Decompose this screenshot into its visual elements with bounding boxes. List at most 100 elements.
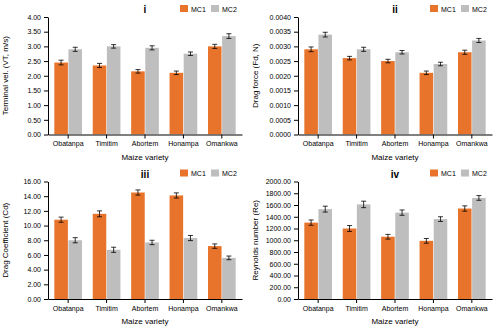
legend-swatch (461, 5, 469, 12)
tick-label: 0.0020 (270, 72, 292, 79)
y-tick: 1400.00 (266, 213, 298, 220)
error-bar (462, 50, 467, 54)
error-bar (400, 50, 405, 54)
y-tick: 1600.00 (266, 202, 298, 209)
bar (208, 46, 222, 134)
error-bar (323, 206, 328, 212)
bar (304, 223, 318, 299)
y-tick: 1.50 (27, 87, 48, 94)
panel: 0.00000.00050.00100.00150.00200.00250.00… (251, 4, 493, 162)
bar (145, 48, 159, 135)
legend-swatch (430, 5, 438, 12)
tick-label: 4.00 (27, 266, 41, 273)
legend-item: MC2 (461, 5, 487, 13)
tick-mark (44, 255, 48, 256)
panel: 0.00200.00400.00600.00800.001000.001200.… (251, 169, 493, 327)
y-tick: 1800.00 (266, 190, 298, 197)
bar (381, 61, 395, 134)
x-tick: Honampa (418, 135, 448, 149)
error-bar (462, 206, 467, 211)
tick-mark (44, 270, 48, 271)
error-bar (97, 211, 102, 217)
tick-label: 4.00 (27, 14, 41, 21)
tick-label: 0.00 (27, 296, 41, 303)
y-tick: 1200.00 (266, 225, 298, 232)
panel-title: ii (392, 4, 398, 15)
x-tick: Honampa (168, 135, 198, 149)
x-axis: ObatanpaTimitimAbortemHonampaOmankwa (299, 135, 493, 149)
tick-mark (44, 90, 48, 91)
tick-mark (44, 17, 48, 18)
tick-mark (44, 226, 48, 227)
tick-mark (294, 276, 298, 277)
tick-label: Obatanpa (53, 140, 84, 148)
y-tick: 0.0015 (270, 87, 298, 94)
panel: 0.000.501.001.502.002.503.003.504.00Obat… (1, 4, 243, 162)
tick-mark (294, 182, 298, 183)
x-tick: Obatanpa (303, 299, 334, 313)
x-tick: Obatanpa (303, 135, 334, 149)
tick-mark (433, 299, 434, 303)
legend-label: MC2 (222, 6, 237, 13)
tick-label: Abortem (132, 305, 159, 312)
tick-label: 1600.00 (266, 202, 291, 209)
tick-label: 0.0015 (270, 87, 292, 94)
tick-label: 0.00 (27, 131, 41, 138)
axis-line (48, 182, 49, 300)
tick-mark (294, 46, 298, 47)
error-bar (323, 32, 328, 37)
y-tick: 0.0030 (270, 43, 298, 50)
x-tick: Abortem (382, 135, 409, 148)
y-axis-title: Drag force (Fd, N) (251, 43, 260, 108)
error-bar (424, 71, 429, 75)
y-tick: 4.00 (27, 14, 48, 21)
tick-mark (356, 135, 357, 139)
bar (395, 213, 409, 299)
y-tick: 800.00 (270, 249, 298, 256)
y-tick: 14.00 (23, 193, 48, 200)
tick-label: 0.0005 (270, 117, 292, 124)
tick-label: Honampa (168, 140, 198, 148)
bar (184, 238, 198, 299)
tick-label: Honampa (418, 305, 448, 313)
legend-item: MC1 (430, 170, 456, 178)
legend-label: MC1 (191, 6, 206, 13)
error-bar (188, 235, 193, 240)
legend-item: MC1 (430, 5, 456, 13)
error-bar (438, 217, 443, 222)
bar (357, 204, 371, 299)
error-bar (111, 247, 116, 252)
x-axis: ObatanpaTimitimAbortemHonampaOmankwa (49, 135, 243, 149)
tick-mark (356, 299, 357, 303)
error-bar (135, 190, 140, 195)
bar (145, 242, 159, 299)
bar (93, 65, 107, 134)
y-tick: 0.0020 (270, 72, 298, 79)
bar (54, 220, 68, 299)
legend-swatch (211, 5, 219, 12)
bar (472, 41, 486, 135)
tick-mark (44, 182, 48, 183)
y-tick: 16.00 (23, 178, 48, 185)
x-tick: Honampa (418, 299, 448, 313)
tick-mark (294, 76, 298, 77)
tick-mark (183, 135, 184, 139)
tick-mark (68, 299, 69, 303)
y-tick: 0.0010 (270, 102, 298, 109)
axis-line (48, 18, 49, 136)
bar-series (318, 32, 485, 134)
tick-mark (294, 299, 298, 300)
bar (395, 52, 409, 134)
tick-label: 3.50 (27, 28, 41, 35)
legend-label: MC2 (472, 6, 487, 13)
tick-mark (294, 217, 298, 218)
error-bar (73, 47, 78, 51)
y-tick: 0.00 (27, 296, 48, 303)
panel-title: i (144, 4, 147, 15)
legend: MC1MC2 (180, 170, 237, 178)
bar (318, 35, 332, 135)
y-tick: 3.00 (27, 43, 48, 50)
axis-line (298, 182, 299, 300)
x-tick: Timitim (95, 299, 117, 312)
tick-label: Omankwa (456, 140, 488, 147)
